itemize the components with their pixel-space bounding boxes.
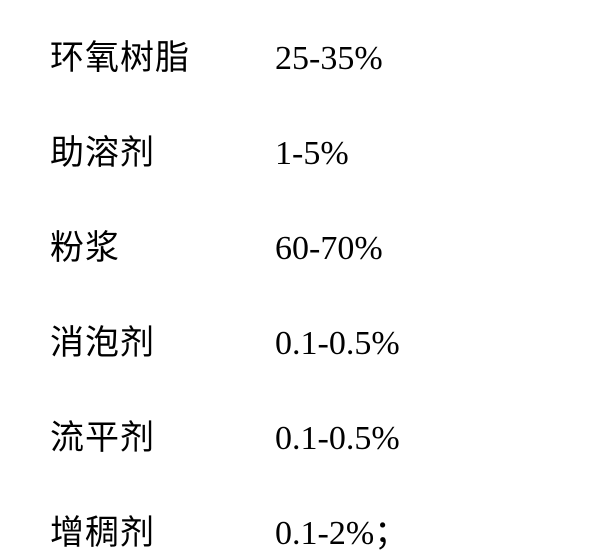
ingredient-value: 0.1-2%； xyxy=(275,505,408,554)
table-row: 助溶剂 1-5% xyxy=(50,125,578,174)
composition-table: 环氧树脂 25-35% 助溶剂 1-5% 粉浆 60-70% 消泡剂 0.1-0… xyxy=(0,0,598,559)
ingredient-label: 消泡剂 xyxy=(50,315,275,364)
table-row: 增稠剂 0.1-2%； xyxy=(50,505,578,554)
ingredient-value: 0.1-0.5% xyxy=(275,420,400,458)
table-row: 流平剂 0.1-0.5% xyxy=(50,410,578,459)
ingredient-value: 25-35% xyxy=(275,40,383,78)
ingredient-value: 0.1-0.5% xyxy=(275,325,400,363)
ingredient-label: 流平剂 xyxy=(50,410,275,459)
ingredient-value: 60-70% xyxy=(275,230,383,268)
table-row: 粉浆 60-70% xyxy=(50,220,578,269)
ingredient-label: 粉浆 xyxy=(50,220,275,269)
ingredient-label: 助溶剂 xyxy=(50,125,275,174)
table-row: 消泡剂 0.1-0.5% xyxy=(50,315,578,364)
table-row: 环氧树脂 25-35% xyxy=(50,30,578,79)
ingredient-value: 1-5% xyxy=(275,135,349,173)
ingredient-label: 环氧树脂 xyxy=(50,30,275,79)
ingredient-label: 增稠剂 xyxy=(50,505,275,554)
